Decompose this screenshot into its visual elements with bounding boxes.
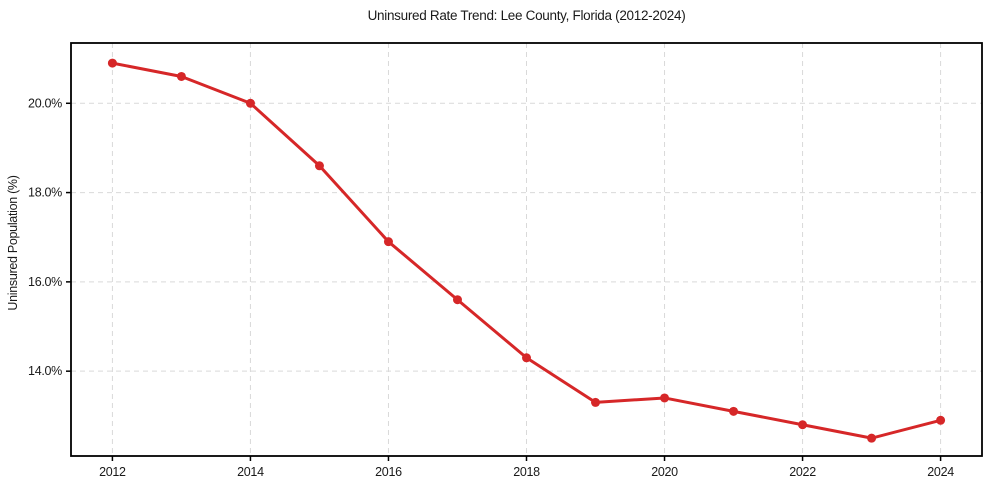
- data-point: [245, 98, 255, 108]
- x-tick-label: 2020: [651, 465, 678, 479]
- data-point: [314, 161, 324, 171]
- y-tick-label: 18.0%: [28, 186, 62, 200]
- y-tick-label: 14.0%: [28, 364, 62, 378]
- x-tick-label: 2014: [237, 465, 264, 479]
- data-point: [867, 433, 877, 443]
- data-point: [176, 71, 186, 81]
- x-tick-label: 2012: [99, 465, 126, 479]
- y-tick-label: 16.0%: [28, 275, 62, 289]
- data-point: [936, 415, 946, 425]
- data-point: [660, 393, 670, 403]
- x-tick-label: 2018: [513, 465, 540, 479]
- x-tick-label: 2022: [789, 465, 816, 479]
- data-point: [383, 237, 393, 247]
- data-point: [452, 295, 462, 305]
- data-point: [729, 406, 739, 416]
- y-tick-label: 20.0%: [28, 96, 62, 110]
- data-point: [591, 397, 601, 407]
- chart-title: Uninsured Rate Trend: Lee County, Florid…: [367, 8, 686, 23]
- x-tick-label: 2024: [927, 465, 954, 479]
- data-point: [107, 58, 117, 68]
- x-tick-label: 2016: [375, 465, 402, 479]
- data-point: [798, 420, 808, 430]
- data-point: [522, 353, 531, 363]
